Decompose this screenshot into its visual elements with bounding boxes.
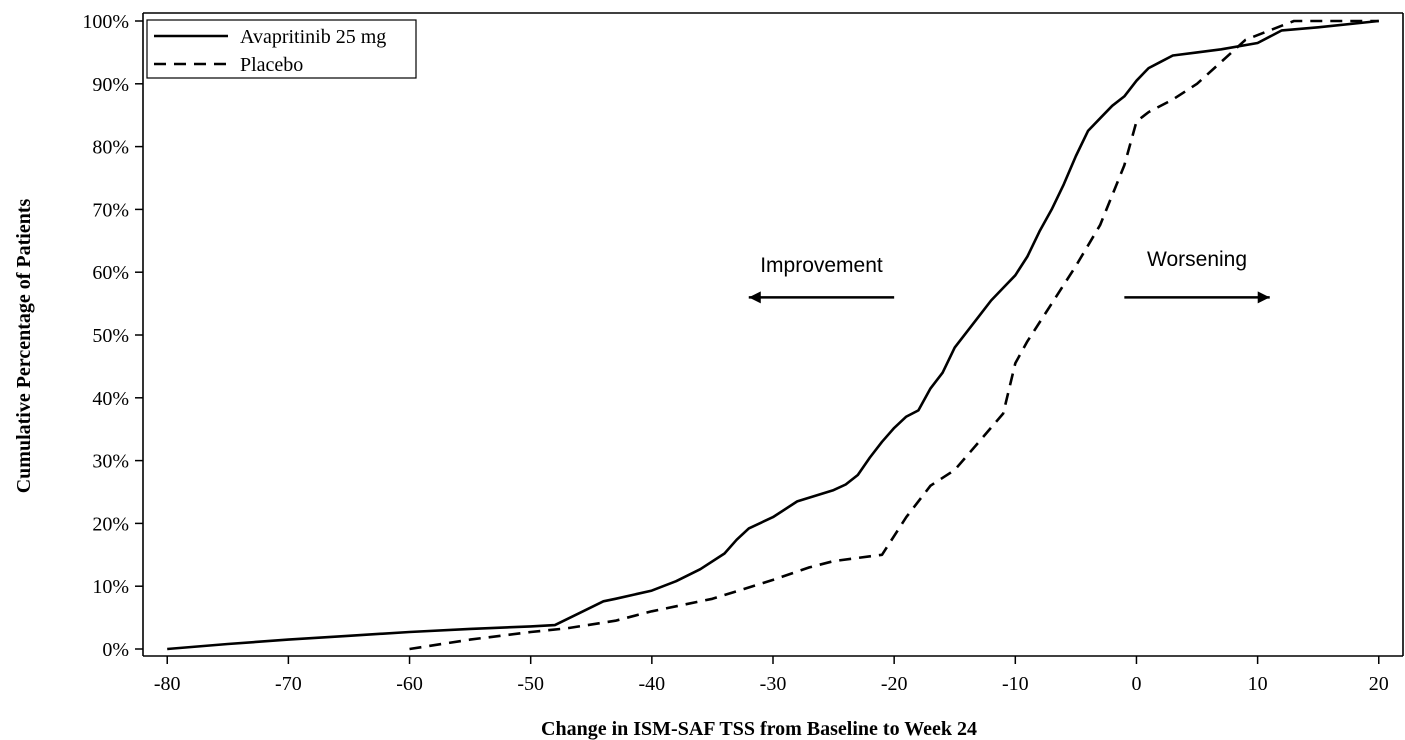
improvement-arrow-head [748,291,761,304]
legend-label-placebo: Placebo [240,54,303,76]
legend-box [146,19,417,79]
legend: Avapritinib 25 mg Placebo [146,19,417,79]
x-tick-label: -80 [154,673,181,695]
plot-frame [142,12,1404,657]
y-tick-label: 70% [92,199,129,221]
y-tick-label: 10% [92,576,129,598]
y-tick-label: 0% [102,639,129,661]
y-tick-label: 30% [92,451,129,473]
y-axis-ticks: 0% 10% 20% 30% 40% 50% 60% 70% 80% 90% 100% [82,11,143,661]
y-tick-label: 100% [82,11,129,33]
improvement-label: Improvement [760,254,883,277]
x-tick-label: 20 [1369,673,1389,695]
x-tick-label: -20 [881,673,908,695]
x-tick-label: -30 [760,673,787,695]
series-layer [167,19,1379,651]
x-tick-label: -70 [275,673,302,695]
x-axis-title: Change in ISM-SAF TSS from Baseline to W… [541,718,977,740]
series-line-avapritinib [167,19,1379,651]
y-axis-title: Cumulative Percentage of Patients [13,199,35,494]
x-tick-label: -40 [639,673,666,695]
x-tick-label: -50 [517,673,544,695]
x-tick-label: 10 [1248,673,1268,695]
legend-label-avapritinib: Avapritinib 25 mg [240,26,386,48]
x-axis-ticks: -80 -70 -60 -50 -40 -30 -20 -10 0 10 20 [154,656,1389,695]
y-tick-label: 80% [92,137,129,159]
y-tick-label: 50% [92,325,129,347]
worsening-label: Worsening [1147,248,1247,271]
annotation-layer: Improvement Worsening [748,248,1270,304]
series-line-placebo [409,19,1379,651]
x-tick-label: -60 [396,673,423,695]
y-tick-label: 60% [92,262,129,284]
worsening-arrow-head [1257,291,1270,304]
y-tick-label: 90% [92,74,129,96]
x-tick-label: 0 [1131,673,1141,695]
y-tick-label: 20% [92,513,129,535]
y-tick-label: 40% [92,388,129,410]
x-tick-label: -10 [1002,673,1029,695]
